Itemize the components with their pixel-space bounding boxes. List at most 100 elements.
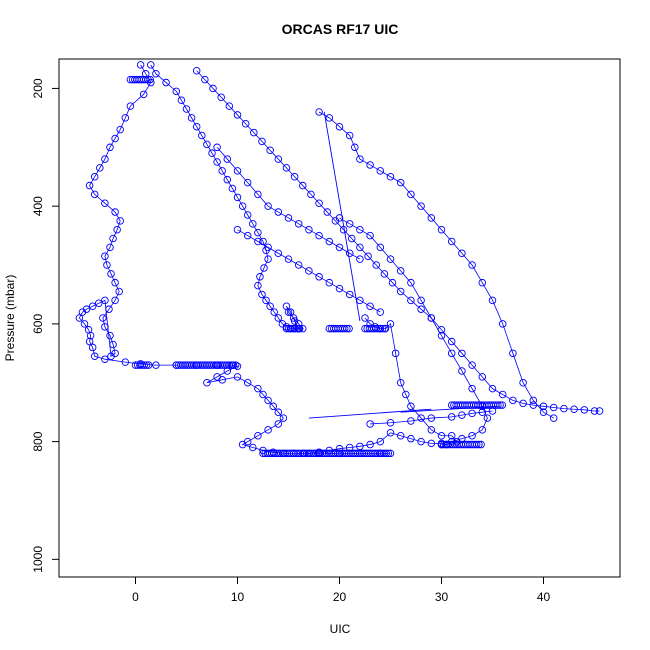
data-point xyxy=(539,402,548,411)
data-point xyxy=(90,190,99,199)
data-point xyxy=(213,143,221,152)
data-point xyxy=(475,440,483,449)
data-point xyxy=(266,146,274,154)
data-point xyxy=(305,225,313,234)
data-point xyxy=(264,202,272,210)
data-point xyxy=(80,320,89,328)
data-point xyxy=(366,420,374,428)
data-point xyxy=(90,352,99,361)
data-point xyxy=(282,164,291,172)
data-point xyxy=(192,122,201,131)
data-point xyxy=(307,190,315,199)
data-point xyxy=(529,401,538,409)
data-point xyxy=(378,324,387,333)
data-point xyxy=(243,211,252,219)
data-point xyxy=(96,164,104,172)
data-point xyxy=(269,402,277,411)
data-point xyxy=(386,172,395,181)
data-point xyxy=(290,317,299,325)
data-point xyxy=(88,343,97,352)
data-point xyxy=(539,408,548,416)
data-point xyxy=(243,379,252,387)
data-point xyxy=(356,442,364,451)
series-line xyxy=(308,217,488,454)
data-point xyxy=(396,267,405,275)
data-point xyxy=(241,119,250,128)
data-point xyxy=(498,320,507,328)
data-point xyxy=(147,61,155,69)
data-point xyxy=(483,414,492,422)
data-point xyxy=(478,408,487,416)
data-point xyxy=(111,208,119,216)
data-point xyxy=(488,296,497,305)
series-line xyxy=(370,410,493,425)
data-point xyxy=(105,305,113,313)
y-axis: 200 400 600 800 1000 xyxy=(31,78,60,573)
data-point xyxy=(376,437,385,446)
data-point xyxy=(116,125,124,134)
data-point xyxy=(494,401,502,409)
data-point xyxy=(315,448,323,456)
data-point xyxy=(345,290,354,299)
data-point xyxy=(86,331,95,340)
data-point xyxy=(107,352,115,361)
data-point xyxy=(396,379,405,387)
data-point xyxy=(101,355,109,363)
series-line xyxy=(318,111,554,419)
data-point xyxy=(468,409,476,418)
data-point xyxy=(427,214,436,222)
x-tick-label: 20 xyxy=(333,590,347,604)
data-point xyxy=(284,255,293,263)
data-point xyxy=(478,426,487,434)
x-tick-label: 10 xyxy=(231,590,245,604)
data-point xyxy=(386,320,395,328)
data-point xyxy=(264,426,272,434)
data-point xyxy=(519,379,527,387)
data-point xyxy=(427,414,436,422)
data-point xyxy=(101,323,109,331)
data-point xyxy=(335,243,344,252)
data-point xyxy=(364,252,372,260)
data-point xyxy=(254,190,262,199)
data-point xyxy=(152,69,160,78)
data-point xyxy=(264,255,272,263)
data-point xyxy=(162,78,170,87)
data-point xyxy=(376,324,385,333)
data-point xyxy=(595,407,604,415)
data-point xyxy=(233,111,242,119)
data-point xyxy=(458,349,466,358)
data-point xyxy=(315,199,323,207)
data-point xyxy=(101,155,109,163)
data-point xyxy=(213,158,221,166)
data-point xyxy=(529,396,538,405)
data-point xyxy=(85,337,94,346)
data-point xyxy=(115,287,123,296)
data-point xyxy=(279,414,288,422)
data-point xyxy=(249,443,257,452)
data-point xyxy=(437,331,446,340)
data-point xyxy=(142,75,150,84)
y-tick-label: 400 xyxy=(31,196,45,216)
data-point xyxy=(417,414,425,422)
data-point xyxy=(254,384,262,393)
data-point xyxy=(447,337,456,346)
data-point xyxy=(274,155,283,163)
data-point xyxy=(238,202,247,210)
data-point xyxy=(468,361,476,369)
data-point xyxy=(366,231,374,240)
data-point xyxy=(386,419,395,427)
data-point xyxy=(325,237,334,246)
data-point xyxy=(447,237,456,246)
data-point xyxy=(351,143,359,152)
data-point xyxy=(227,361,236,369)
data-point xyxy=(325,278,334,287)
data-point xyxy=(590,407,599,415)
data-point xyxy=(295,324,304,333)
data-point xyxy=(146,75,154,84)
data-point xyxy=(140,361,149,369)
data-point xyxy=(417,296,425,305)
data-point xyxy=(208,149,216,157)
data-point xyxy=(101,296,109,305)
data-point xyxy=(380,449,388,458)
